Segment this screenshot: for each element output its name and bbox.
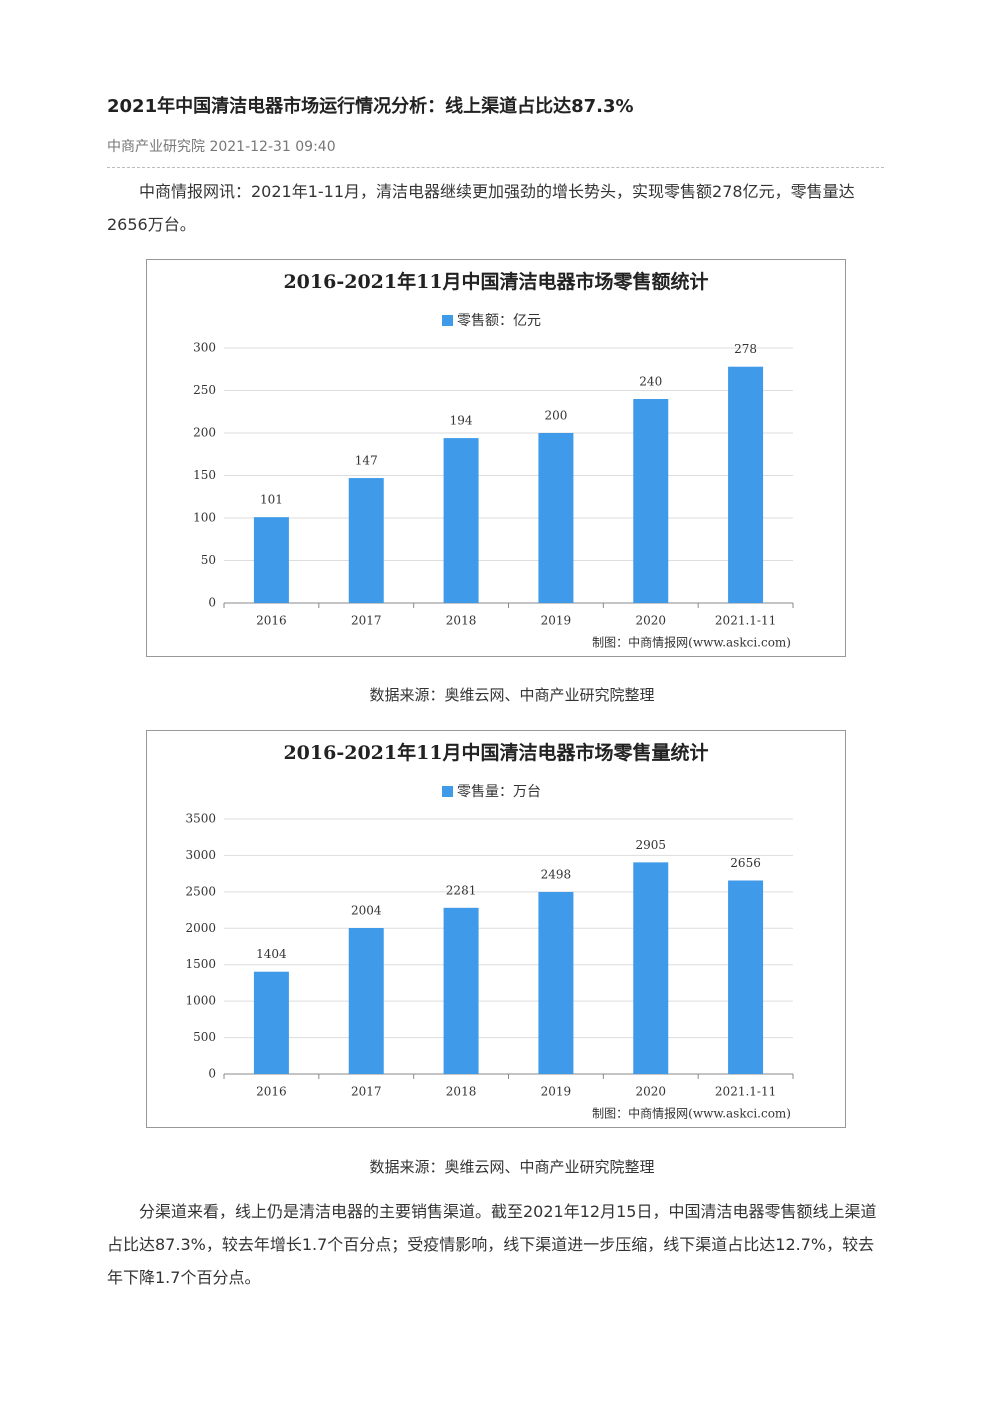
bar	[633, 862, 669, 1074]
bar	[443, 438, 479, 603]
x-tick-label: 2018	[446, 614, 477, 628]
y-tick-label: 300	[193, 341, 216, 355]
meta: 中商产业研究院 2021-12-31 09:40	[107, 139, 336, 155]
chart: 2016-2021年11月中国清洁电器市场零售量统计 0 500 1000 1500 20…	[146, 730, 846, 1128]
y-tick-label: 250	[193, 383, 216, 397]
bar	[348, 927, 384, 1074]
x-tick-label: 2017	[351, 1085, 382, 1099]
bar	[253, 971, 289, 1074]
bar	[728, 366, 764, 603]
y-tick-label: 0	[208, 1067, 216, 1081]
bar	[633, 399, 669, 603]
x-tick-label: 2020	[635, 1085, 666, 1099]
data-label: 200	[544, 409, 567, 423]
data-label: 240	[639, 375, 662, 389]
x-tick-label: 2019	[541, 614, 572, 628]
data-label: 2656	[730, 856, 761, 870]
x-tick-label: 2018	[446, 1085, 477, 1099]
chart-credit: 制图：中商情报网(www.askci.com)	[592, 635, 791, 650]
bar	[443, 907, 479, 1074]
x-tick-label: 2017	[351, 614, 382, 628]
divider	[107, 167, 884, 168]
y-tick-label: 1500	[185, 957, 216, 971]
data-label: 278	[734, 342, 757, 356]
chart-credit: 制图：中商情报网(www.askci.com)	[592, 1106, 791, 1121]
y-tick-label: 500	[193, 1030, 216, 1044]
caption: 数据来源：奥维云网、中商产业研究院整理	[369, 686, 655, 704]
data-label: 2905	[635, 838, 666, 852]
title: 2021年中国清洁电器市场运行情况分析：线上渠道占比达87.3%	[107, 96, 634, 117]
bar	[728, 880, 764, 1074]
data-label: 101	[260, 493, 283, 507]
x-tick-label: 2016	[256, 1085, 287, 1099]
y-tick-label: 3500	[185, 812, 216, 826]
bar	[538, 892, 574, 1074]
caption: 数据来源：奥维云网、中商产业研究院整理	[369, 1158, 655, 1176]
y-tick-label: 2500	[185, 884, 216, 898]
x-tick-label: 2020	[635, 614, 666, 628]
paragraph: 中商情报网讯：2021年1-11月，清洁电器继续更加强劲的增长势头，实现零售额2…	[107, 182, 855, 234]
y-tick-label: 200	[193, 426, 216, 440]
legend-swatch	[442, 315, 453, 326]
legend-swatch	[442, 786, 453, 797]
y-tick-label: 1000	[185, 994, 216, 1008]
legend-label: 零售额：亿元	[457, 313, 541, 329]
x-tick-label: 2021.1-11	[715, 614, 776, 628]
data-label: 2004	[351, 903, 382, 917]
y-tick-label: 3000	[185, 848, 216, 862]
data-label: 147	[355, 454, 378, 468]
bar	[538, 433, 574, 603]
x-tick-label: 2016	[256, 614, 287, 628]
paragraph: 分渠道来看，线上仍是清洁电器的主要销售渠道。截至2021年12月15日，中国清洁…	[107, 1202, 877, 1287]
bar	[253, 517, 289, 603]
y-tick-label: 0	[208, 596, 216, 610]
data-label: 2498	[541, 868, 572, 882]
data-label: 194	[450, 414, 473, 428]
bar	[348, 478, 384, 603]
chart-title: 2016-2021年11月中国清洁电器市场零售额统计	[283, 270, 708, 293]
y-tick-label: 2000	[185, 921, 216, 935]
legend-label: 零售量：万台	[457, 784, 541, 800]
y-tick-label: 100	[193, 511, 216, 525]
y-tick-label: 50	[201, 553, 216, 567]
chart-title: 2016-2021年11月中国清洁电器市场零售量统计	[283, 741, 708, 764]
chart: 2016-2021年11月中国清洁电器市场零售额统计 0 50 100 150 200 25…	[146, 259, 846, 657]
data-label: 2281	[446, 883, 477, 897]
x-tick-label: 2021.1-11	[715, 1085, 776, 1099]
y-tick-label: 150	[193, 468, 216, 482]
x-tick-label: 2019	[541, 1085, 572, 1099]
data-label: 1404	[256, 947, 287, 961]
